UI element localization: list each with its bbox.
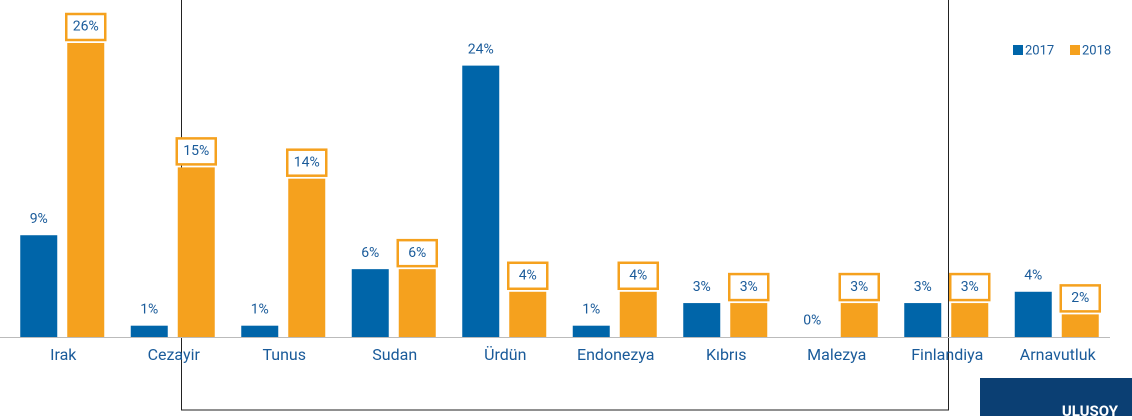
logo-text: ULUSOY <box>1062 402 1119 416</box>
label-box <box>396 238 438 268</box>
data-label: 1% <box>582 301 600 317</box>
data-label: 6% <box>408 245 426 261</box>
x-tick-label: Malezya <box>807 345 866 364</box>
x-tick-label: Cezayir <box>148 345 201 364</box>
bar <box>730 303 768 337</box>
data-label: 2% <box>1071 290 1089 306</box>
data-label: 9% <box>30 211 48 227</box>
bar <box>351 269 389 337</box>
bar <box>241 325 279 337</box>
x-tick-label: Irak <box>50 345 77 364</box>
data-label: 6% <box>361 245 379 261</box>
bar <box>177 167 215 337</box>
label-box <box>728 272 770 302</box>
bar <box>509 291 547 337</box>
legend-label: 2018 <box>1082 43 1111 58</box>
label-box <box>617 261 659 291</box>
bar <box>1014 291 1052 337</box>
bar <box>67 43 105 337</box>
data-label: 3% <box>740 279 758 295</box>
label-box <box>507 261 549 291</box>
label-box <box>65 12 107 42</box>
data-label: 1% <box>140 301 158 317</box>
legend-label: 2017 <box>1025 43 1054 58</box>
data-label: 4% <box>519 267 537 283</box>
data-label: 3% <box>914 279 932 295</box>
data-label: 3% <box>961 279 979 295</box>
bar <box>840 303 878 337</box>
bar <box>462 65 500 337</box>
bar <box>130 325 168 337</box>
bar <box>398 269 436 337</box>
data-label: 0% <box>803 313 821 329</box>
data-label: 26% <box>73 19 99 35</box>
bar <box>288 178 326 337</box>
label-box <box>175 137 217 166</box>
x-tick-label: Tunus <box>262 345 306 364</box>
x-tick-label: Arnavutluk <box>1020 345 1097 364</box>
x-tick-label: Finlandiya <box>911 345 983 364</box>
data-label: 4% <box>629 267 647 283</box>
x-tick-label: Endonezya <box>577 345 655 364</box>
legend-swatch <box>1070 45 1080 55</box>
bar <box>904 303 942 337</box>
data-label: 1% <box>251 301 269 317</box>
bar <box>951 303 989 337</box>
label-box <box>838 272 880 302</box>
legend-swatch <box>1013 45 1023 55</box>
label-box <box>1059 284 1101 313</box>
data-label: 3% <box>850 279 868 295</box>
x-tick-label: Kıbrıs <box>706 345 747 364</box>
x-tick-label: Ürdün <box>484 345 526 364</box>
label-box <box>286 148 328 177</box>
x-tick-label: Sudan <box>372 345 417 364</box>
data-label: 14% <box>294 154 320 170</box>
bar <box>619 291 657 337</box>
logo-box <box>980 378 1132 416</box>
bar <box>20 235 58 337</box>
data-label: 3% <box>693 279 711 295</box>
bar <box>572 325 610 337</box>
label-box <box>949 272 991 302</box>
bar <box>1061 314 1099 337</box>
data-label: 15% <box>183 143 209 159</box>
data-label: 4% <box>1024 267 1042 283</box>
data-label: 24% <box>468 41 494 57</box>
bar <box>683 303 721 337</box>
